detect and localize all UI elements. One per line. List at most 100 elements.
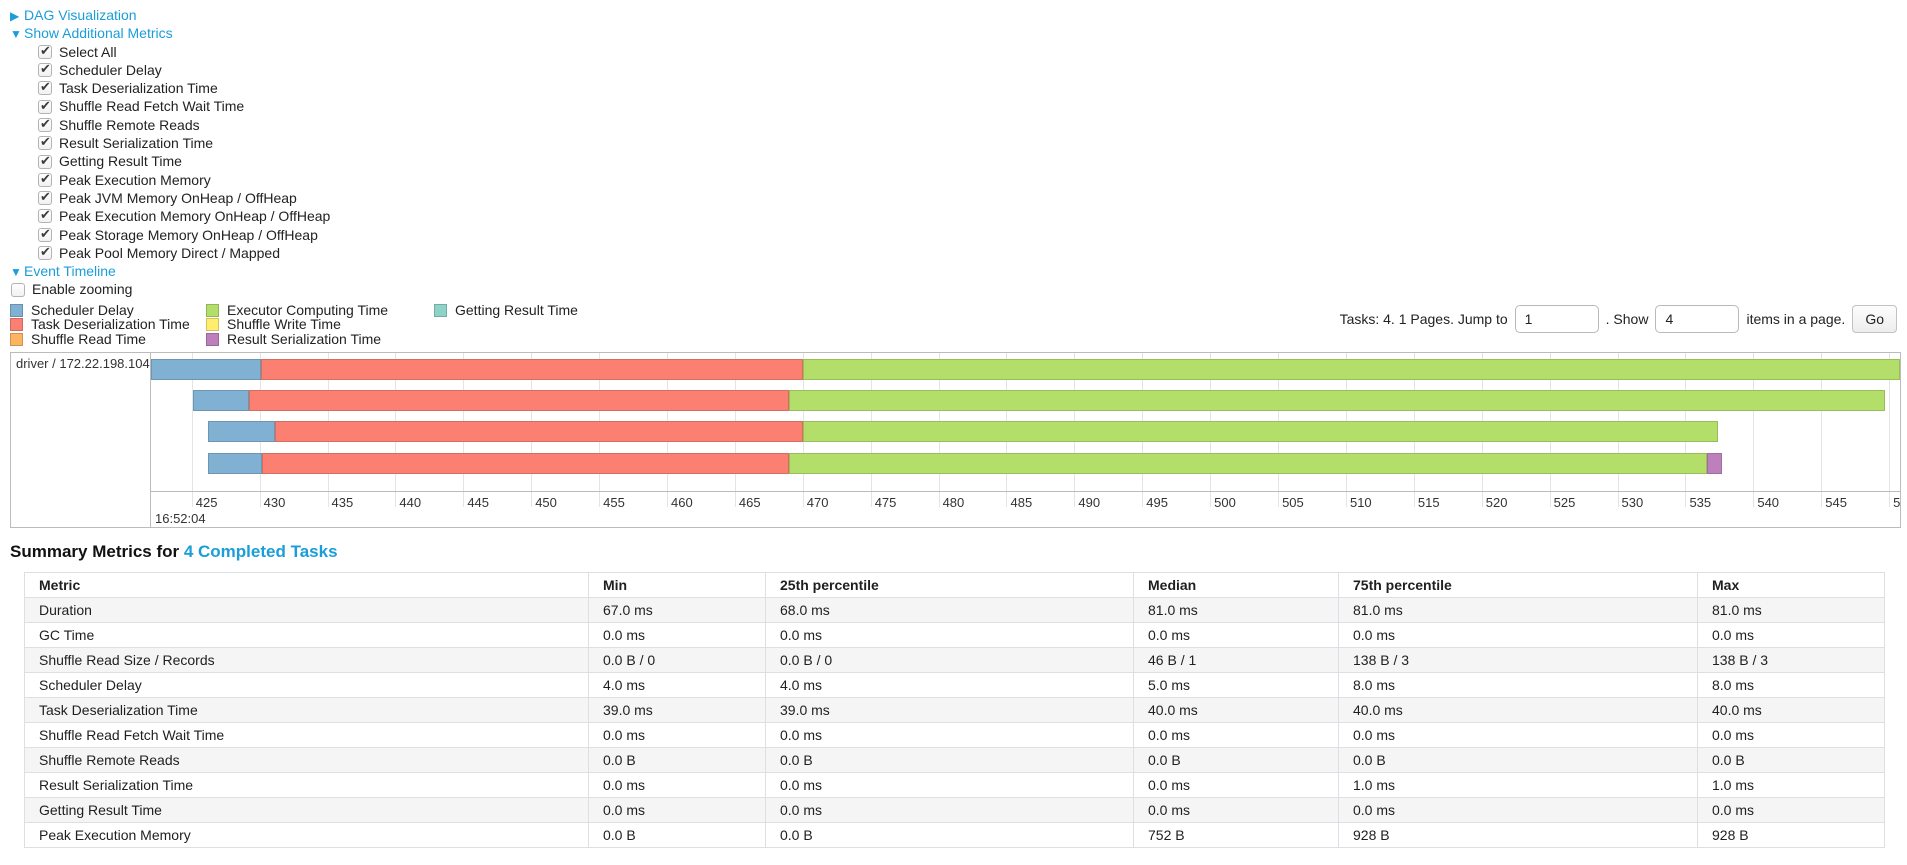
- metric-checkbox-row: Shuffle Remote Reads: [10, 116, 1901, 134]
- metric-checkbox-label[interactable]: Select All: [38, 43, 117, 61]
- dag-visualization-link[interactable]: DAG Visualization: [24, 7, 137, 23]
- axis-tick-mark: [1345, 491, 1347, 507]
- task-bar-segment-scheduler-delay[interactable]: [208, 421, 275, 443]
- enable-zooming-row: Enable zooming: [10, 280, 1901, 298]
- axis-tick-label: 430: [263, 494, 286, 510]
- metric-checkbox[interactable]: [38, 134, 52, 151]
- table-cell: 0.0 ms: [588, 621, 766, 648]
- table-cell: GC Time: [24, 621, 589, 648]
- event-timeline-toggle[interactable]: ▼ Event Timeline: [10, 262, 1901, 280]
- table-cell: Peak Execution Memory: [24, 821, 589, 848]
- executor-row-label: driver / 172.22.198.104: [16, 355, 150, 371]
- metric-checkbox-text: Peak Pool Memory Direct / Mapped: [59, 244, 280, 261]
- axis-tick-label: 500: [1214, 494, 1236, 510]
- metric-checkbox-label[interactable]: Scheduler Delay: [38, 61, 162, 79]
- task-bar-segment-executor-computing[interactable]: [802, 421, 1719, 443]
- show-label: . Show: [1605, 310, 1649, 327]
- grid-line: [1889, 352, 1891, 491]
- metric-checkbox-label[interactable]: Peak Pool Memory Direct / Mapped: [38, 244, 280, 262]
- metric-checkbox[interactable]: [38, 226, 52, 242]
- axis-tick-mark: [599, 491, 601, 507]
- table-cell: 0.0 ms: [1338, 721, 1698, 748]
- metric-checkbox-label[interactable]: Peak Execution Memory OnHeap / OffHeap: [38, 207, 330, 225]
- axis-tick-mark: [1074, 491, 1076, 507]
- metric-checkbox-row: Peak Pool Memory Direct / Mapped: [10, 244, 1901, 262]
- metric-checkbox-row: Peak Execution Memory: [10, 171, 1901, 189]
- table-cell: 40.0 ms: [1697, 696, 1885, 723]
- legend-swatch: [206, 332, 219, 346]
- axis-tick-label: 435: [331, 494, 354, 510]
- dag-visualization-toggle[interactable]: ▶ DAG Visualization: [10, 6, 1901, 24]
- metric-checkbox[interactable]: [38, 43, 52, 59]
- legend-label: Result Serialization Time: [227, 331, 382, 348]
- task-bar-segment-executor-computing[interactable]: [789, 452, 1708, 474]
- metric-checkbox-label[interactable]: Shuffle Read Fetch Wait Time: [38, 97, 244, 115]
- event-timeline-link[interactable]: Event Timeline: [24, 263, 116, 280]
- tasks-pagination: Tasks: 4. 1 Pages. Jump to . Show items …: [1340, 304, 1901, 333]
- table-cell: 0.0 B: [765, 821, 1134, 848]
- metric-checkbox-text: Peak Execution Memory: [59, 171, 211, 188]
- show-additional-metrics-toggle[interactable]: ▼ Show Additional Metrics: [10, 24, 1901, 42]
- axis-tick-mark: [802, 491, 804, 507]
- metric-checkbox[interactable]: [38, 153, 52, 169]
- enable-zooming-label[interactable]: Enable zooming: [11, 280, 132, 298]
- task-bar-segment-scheduler-delay[interactable]: [208, 452, 263, 474]
- metric-checkbox[interactable]: [38, 244, 52, 260]
- table-cell: 0.0 B: [765, 746, 1134, 773]
- jump-to-input[interactable]: [1514, 304, 1599, 333]
- metric-checkbox[interactable]: [38, 79, 52, 96]
- go-button[interactable]: Go: [1852, 304, 1897, 333]
- metric-checkbox-label[interactable]: Peak Storage Memory OnHeap / OffHeap: [38, 226, 318, 244]
- axis-tick-mark: [1210, 491, 1212, 507]
- axis-major-label: 16:52:04: [155, 510, 206, 526]
- axis-tick-mark: [463, 491, 465, 507]
- metric-checkbox-text: Task Deserialization Time: [59, 80, 218, 97]
- task-bar-segment-scheduler-delay[interactable]: [193, 390, 249, 412]
- metric-checkbox-row: Scheduler Delay: [10, 61, 1901, 79]
- task-bar-segment-task-deserialization[interactable]: [248, 390, 790, 412]
- legend-item: Executor Computing Time: [206, 303, 434, 318]
- metric-checkbox-text: Peak Execution Memory OnHeap / OffHeap: [59, 208, 331, 225]
- table-cell: 5.0 ms: [1133, 671, 1339, 698]
- table-cell: 8.0 ms: [1338, 671, 1698, 698]
- axis-tick-label: 425: [195, 494, 218, 510]
- metric-checkbox[interactable]: [38, 61, 52, 78]
- table-cell: Task Deserialization Time: [24, 696, 589, 723]
- table-cell: 0.0 ms: [1697, 796, 1885, 823]
- axis-tick-label: 505: [1282, 494, 1304, 510]
- legend-item: Shuffle Read Time: [10, 332, 206, 347]
- metric-checkbox[interactable]: [38, 116, 52, 132]
- show-count-input[interactable]: [1655, 304, 1740, 333]
- table-header-cell: Max: [1697, 571, 1885, 598]
- metric-checkbox[interactable]: [38, 171, 52, 187]
- metric-checkbox-label[interactable]: Peak Execution Memory: [38, 171, 211, 189]
- table-cell: 928 B: [1697, 821, 1885, 848]
- table-cell: 0.0 B / 0: [588, 646, 766, 673]
- summary-title-text: Summary Metrics for: [10, 541, 184, 561]
- task-bar-segment-result-serialization[interactable]: [1707, 452, 1723, 474]
- metric-checkbox-label[interactable]: Result Serialization Time: [38, 134, 213, 152]
- axis-tick-mark: [1142, 491, 1144, 507]
- metric-checkbox[interactable]: [38, 189, 52, 206]
- metric-checkbox-label[interactable]: Getting Result Time: [38, 152, 182, 170]
- enable-zooming-checkbox[interactable]: [11, 282, 25, 297]
- metric-checkbox-label[interactable]: Peak JVM Memory OnHeap / OffHeap: [38, 189, 297, 207]
- task-bar-segment-scheduler-delay[interactable]: [151, 358, 261, 380]
- table-cell: 8.0 ms: [1697, 671, 1885, 698]
- table-cell: 0.0 ms: [588, 721, 766, 748]
- axis-tick-label: 450: [535, 494, 557, 510]
- axis-tick-label: 540: [1757, 494, 1780, 510]
- task-bar-segment-task-deserialization[interactable]: [262, 452, 790, 474]
- task-bar-segment-task-deserialization[interactable]: [274, 421, 803, 443]
- metric-checkbox[interactable]: [38, 98, 52, 114]
- metric-checkbox[interactable]: [38, 207, 52, 224]
- task-bar-segment-executor-computing[interactable]: [802, 358, 1900, 380]
- metric-checkbox-label[interactable]: Task Deserialization Time: [38, 79, 218, 97]
- task-bar-segment-executor-computing[interactable]: [789, 390, 1886, 412]
- metric-checkbox-label[interactable]: Shuffle Remote Reads: [38, 116, 200, 134]
- show-additional-metrics-link[interactable]: Show Additional Metrics: [24, 25, 173, 42]
- table-row: Shuffle Read Size / Records 0.0 B / 0 0.0 …: [24, 646, 1885, 673]
- legend-swatch: [10, 332, 23, 346]
- task-bar-segment-task-deserialization[interactable]: [260, 358, 803, 380]
- completed-tasks-link[interactable]: 4 Completed Tasks: [183, 541, 338, 561]
